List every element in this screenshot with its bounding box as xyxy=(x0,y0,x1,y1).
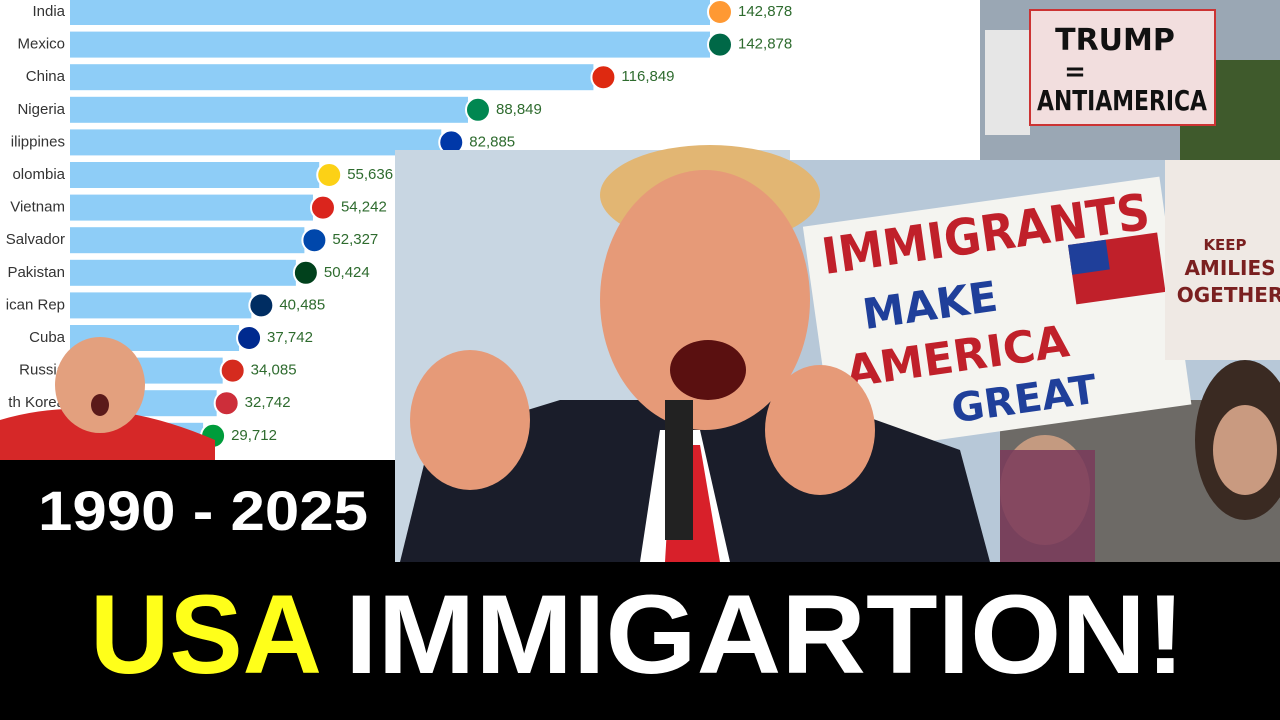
category-label: Russia xyxy=(19,362,66,379)
category-label: Vietnam xyxy=(10,199,65,216)
category-label: olombia xyxy=(12,166,65,183)
bar xyxy=(70,96,468,123)
years-box xyxy=(0,460,395,562)
flag xyxy=(309,194,336,221)
category-label: China xyxy=(26,68,66,85)
value-label: 88,849 xyxy=(496,101,542,118)
fist xyxy=(410,350,530,490)
headline-country: USA xyxy=(90,572,322,697)
sign-text: ANTIAMERICA xyxy=(1037,84,1207,117)
bar xyxy=(70,259,296,286)
category-label: Salvador xyxy=(6,231,65,248)
bar xyxy=(70,31,710,58)
value-label: 55,636 xyxy=(347,166,393,183)
sign-text: TRUMP xyxy=(1055,23,1175,58)
value-label: 34,085 xyxy=(251,362,297,379)
flag xyxy=(464,96,491,123)
person xyxy=(1000,450,1095,562)
sign-text: OGETHER xyxy=(1177,283,1280,307)
flag xyxy=(248,292,275,319)
value-label: 50,424 xyxy=(324,264,370,281)
value-label: 29,712 xyxy=(231,427,277,444)
category-label: ilippines xyxy=(11,133,65,150)
face xyxy=(55,337,145,433)
years: 1990 - 2025 xyxy=(38,479,368,542)
flag xyxy=(219,357,246,384)
flag xyxy=(590,64,617,91)
mouth xyxy=(670,340,746,400)
face xyxy=(600,170,810,430)
bar xyxy=(70,227,305,254)
bar xyxy=(70,129,442,156)
value-label: 37,742 xyxy=(267,329,313,346)
value-label: 40,485 xyxy=(279,296,325,313)
value-label: 54,242 xyxy=(341,199,387,216)
protest-photo-top: TRUMP = ANTIAMERICA xyxy=(980,0,1280,160)
bar xyxy=(70,0,710,25)
category-label: Nigeria xyxy=(17,101,65,118)
sign-back xyxy=(985,30,1030,135)
portrait-photo xyxy=(395,145,990,562)
sign xyxy=(1029,9,1216,126)
category-label: th Korea xyxy=(8,394,65,411)
bar xyxy=(70,64,594,91)
category-label: Mexico xyxy=(17,36,65,53)
value-label: 82,885 xyxy=(469,133,515,150)
sign-text: KEEP xyxy=(1203,236,1246,254)
flag xyxy=(707,31,733,58)
mouth xyxy=(91,394,109,416)
value-label: 142,878 xyxy=(738,36,792,53)
category-label: Pakistan xyxy=(7,264,65,281)
flag xyxy=(316,162,343,188)
value-label: 116,849 xyxy=(621,68,674,85)
value-label: 32,742 xyxy=(245,394,291,411)
bar xyxy=(70,292,252,319)
headline-topic: IMMIGARTION! xyxy=(345,572,1185,697)
sign-text: AMILIES xyxy=(1184,256,1275,280)
fist xyxy=(765,365,875,495)
value-label: 142,878 xyxy=(738,3,792,20)
bar-chart: 142,878 India 142,878 Mexico 116,849 China 88,… xyxy=(6,0,792,449)
sign-text: = xyxy=(1064,57,1086,87)
bar xyxy=(70,162,320,188)
flag xyxy=(236,325,263,351)
category-label: Cuba xyxy=(29,329,66,346)
microphone xyxy=(665,400,693,540)
bar xyxy=(70,194,313,221)
reaction-photo xyxy=(0,337,215,460)
flag xyxy=(301,227,328,254)
flag xyxy=(707,0,733,25)
category-label: ican Rep xyxy=(6,296,65,313)
flag xyxy=(292,259,319,286)
category-label: India xyxy=(32,3,65,20)
person xyxy=(1213,405,1277,495)
flag xyxy=(213,390,240,417)
flag-drawing xyxy=(1068,239,1110,275)
value-label: 52,327 xyxy=(332,231,378,248)
side-sign xyxy=(1165,160,1280,360)
shirt xyxy=(0,408,215,460)
